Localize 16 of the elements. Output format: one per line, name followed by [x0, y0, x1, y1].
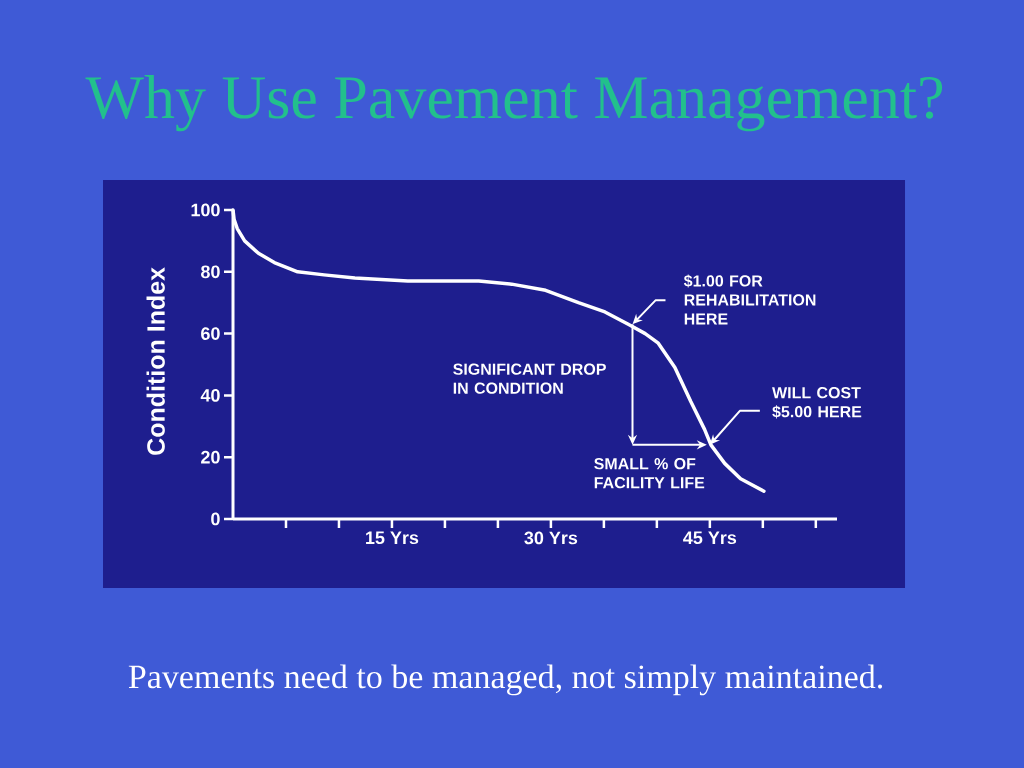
chart-title: Why Use Pavement Management? [85, 74, 943, 132]
y-tick-label: 60 [201, 327, 220, 340]
text: Pavements need to be managed, not simply maintained. [128, 664, 883, 696]
annotation: SMALL % OF FACILITY LIFE [594, 458, 705, 489]
annotation: SIGNIFICANT DROP IN CONDITION [453, 363, 606, 394]
x-tick-label: 45 Yrs [683, 531, 737, 545]
y-tick-label: 0 [211, 512, 220, 526]
y-axis-title: Condition Index [146, 267, 165, 455]
annotation: $1.00 FOR REHABILITATION HERE [683, 274, 816, 325]
x-tick-label: 30 Yrs [524, 531, 578, 545]
annotation: WILL COST $5.00 HERE [772, 387, 862, 419]
y-tick-label: 80 [201, 265, 220, 279]
y-tick-label: 40 [200, 389, 220, 402]
y-tick-label: 100 [191, 203, 220, 217]
y-tick-label: 20 [201, 450, 220, 464]
x-tick-label: 15 Yrs [366, 531, 419, 545]
